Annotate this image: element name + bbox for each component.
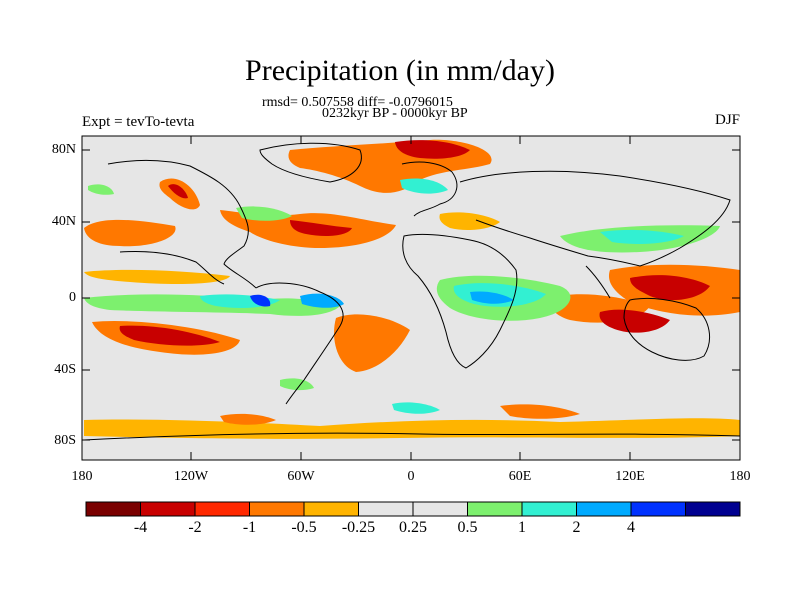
colorbar-label: 4 xyxy=(627,519,635,536)
colorbar-label: 2 xyxy=(572,519,581,536)
colorbar-box xyxy=(521,501,577,517)
colorbar-box xyxy=(249,501,305,517)
x-tick-180w: 180 xyxy=(71,469,93,484)
rmsd-diff-stats: rmsd= 0.507558 diff= -0.0796015 xyxy=(262,95,453,110)
colorbar-box xyxy=(85,501,141,517)
colorbar-label: -0.5 xyxy=(291,519,317,536)
colorbar-box xyxy=(630,501,686,517)
colorbar-box xyxy=(685,501,741,517)
colorbar-label: -1 xyxy=(242,519,257,536)
x-tick-60e: 60E xyxy=(508,469,532,484)
colorbar-box xyxy=(358,501,414,517)
wet-anomalies xyxy=(84,178,720,414)
colorbar-box xyxy=(576,501,632,517)
colorbar-box xyxy=(194,501,250,517)
x-tick-0: 0 xyxy=(407,469,415,484)
anomaly-patterns xyxy=(84,139,740,439)
period-label: 0232kyr BP - 0000kyr BP xyxy=(322,106,468,121)
colorbar-box xyxy=(467,501,523,517)
y-tick-40s: 40S xyxy=(54,362,76,377)
x-tick-180e: 180 xyxy=(729,469,751,484)
colorbar-label: 0.25 xyxy=(399,519,427,536)
x-tick-60w: 60W xyxy=(287,469,315,484)
y-tick-80s: 80S xyxy=(54,433,76,448)
season-label: DJF xyxy=(714,112,740,128)
experiment-label: Expt = tevTo-tevta xyxy=(82,114,195,130)
colorbar-label: -0.25 xyxy=(341,519,376,536)
colorbar-box xyxy=(303,501,359,517)
y-tick-80n: 80N xyxy=(51,142,76,157)
colorbar xyxy=(85,501,741,517)
map-ticks xyxy=(82,136,740,460)
y-tick-0: 0 xyxy=(69,290,76,305)
colorbar-box xyxy=(412,501,468,517)
coastlines xyxy=(83,142,740,441)
x-tick-120w: 120W xyxy=(173,469,209,484)
colorbar-box xyxy=(140,501,196,517)
y-tick-40n: 40N xyxy=(51,214,76,229)
colorbar-label: 1 xyxy=(518,519,526,536)
colorbar-label: 0.5 xyxy=(457,519,478,536)
colorbar-label: -2 xyxy=(188,519,202,536)
map-title: Precipitation (in mm/day) xyxy=(245,54,555,87)
colorbar-label: -4 xyxy=(133,519,148,536)
dry-anomalies xyxy=(84,139,740,439)
x-tick-120e: 120E xyxy=(615,469,645,484)
